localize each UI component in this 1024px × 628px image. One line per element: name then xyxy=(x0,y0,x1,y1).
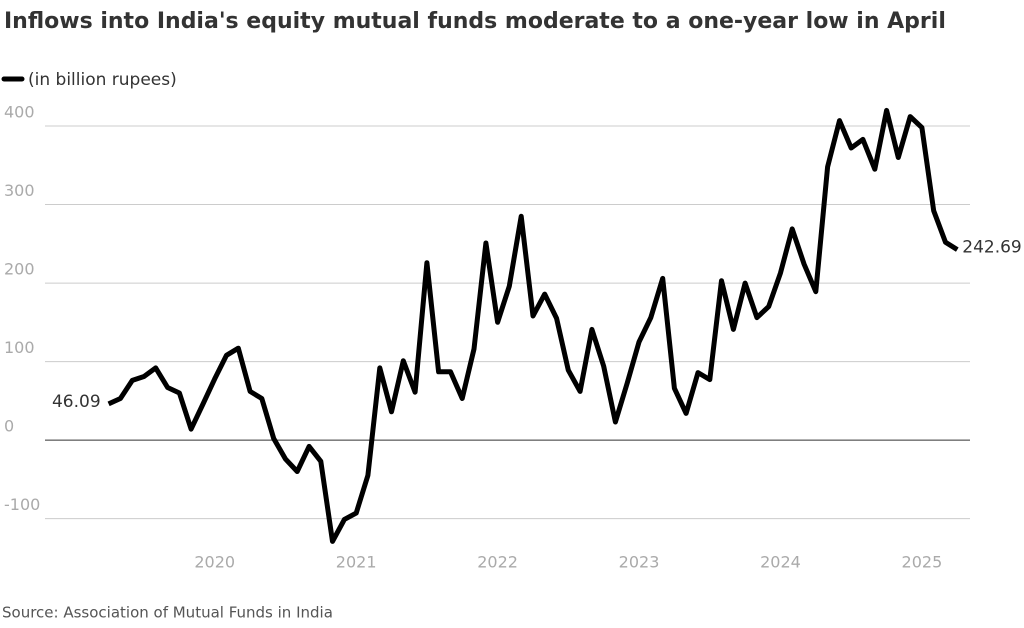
y-tick-label: 400 xyxy=(4,103,35,122)
x-tick-label: 2025 xyxy=(902,553,943,572)
x-tick-label: 2022 xyxy=(477,553,518,572)
x-tick-label: 2020 xyxy=(194,553,235,572)
y-tick-label: 0 xyxy=(4,417,14,436)
source: Source: Association of Mutual Funds in I… xyxy=(2,604,333,622)
y-tick-label: 200 xyxy=(4,260,35,279)
data-label: 242.69 xyxy=(962,238,1021,258)
legend-label: (in billion rupees) xyxy=(28,70,177,90)
x-tick-label: 2023 xyxy=(619,553,660,572)
x-tick-label: 2021 xyxy=(336,553,377,572)
line xyxy=(107,107,959,544)
y-tick-label: 300 xyxy=(4,181,35,200)
x-tick-label: 2024 xyxy=(760,553,801,572)
chart-title: Inflows into India's equity mutual funds… xyxy=(4,9,946,34)
y-tick-label: -100 xyxy=(4,495,40,514)
data-label: 46.09 xyxy=(52,392,101,412)
y-tick-label: 100 xyxy=(4,338,35,357)
